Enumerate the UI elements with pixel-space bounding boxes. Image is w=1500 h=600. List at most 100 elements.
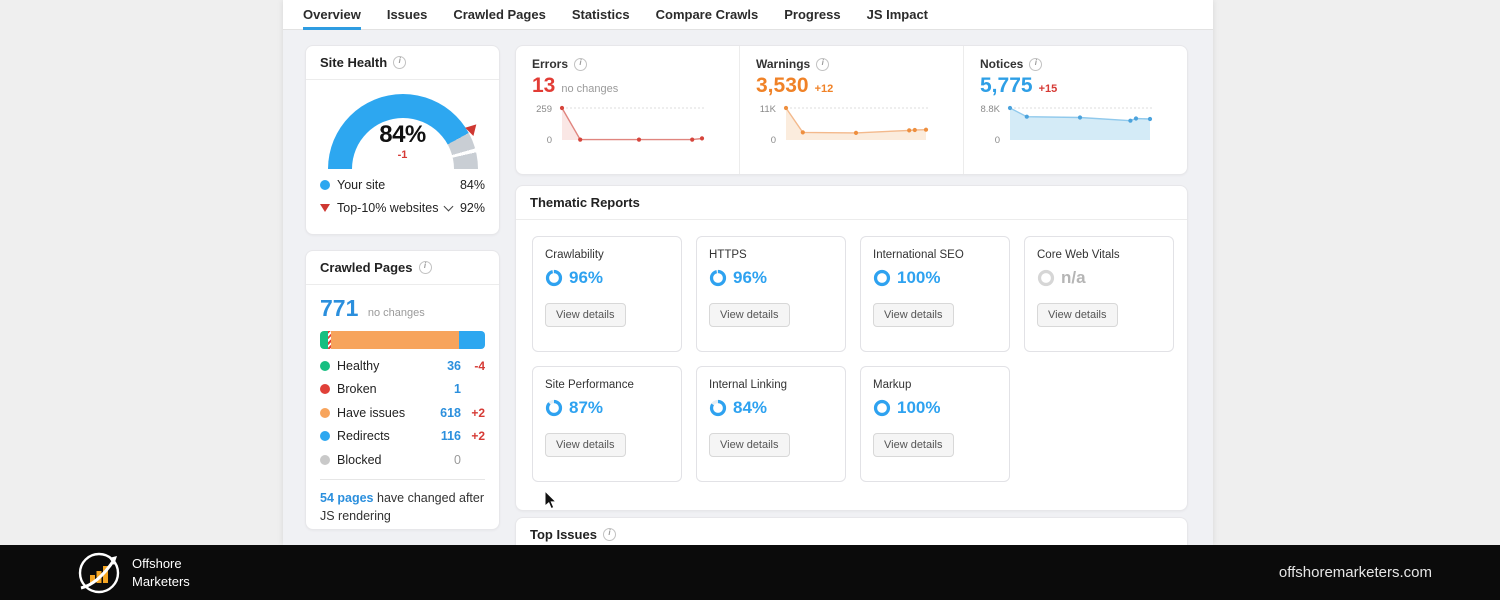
view-details-button[interactable]: View details bbox=[709, 303, 790, 327]
tab-bar: Overview Issues Crawled Pages Statistics Com… bbox=[283, 0, 1213, 30]
axis-max-label: 8.8K bbox=[980, 104, 1000, 115]
metric-delta: no changes bbox=[561, 83, 619, 95]
top-issues-panel: Top Issues bbox=[515, 517, 1188, 545]
view-details-button[interactable]: View details bbox=[545, 303, 626, 327]
thematic-card-title: Crawlability bbox=[545, 249, 604, 261]
sparkline-axis: 11K 0 bbox=[756, 102, 782, 148]
row-value: 116 bbox=[440, 429, 461, 443]
crawled-total: 771 bbox=[320, 295, 359, 321]
crawled-stacked-bar bbox=[320, 331, 485, 349]
info-icon[interactable] bbox=[574, 57, 588, 71]
info-icon[interactable] bbox=[602, 528, 616, 541]
site-health-score: 84% bbox=[379, 121, 426, 148]
thematic-card-title: Site Performance bbox=[545, 379, 634, 391]
thematic-card-internal-linking: Internal Linking 84% View details bbox=[696, 366, 846, 482]
row-value: 36 bbox=[447, 358, 461, 373]
thematic-card-value: 87% bbox=[569, 398, 604, 417]
axis-max-label: 259 bbox=[536, 104, 552, 115]
offshore-marketers-logo-icon bbox=[78, 552, 120, 593]
info-icon[interactable] bbox=[418, 261, 432, 274]
thematic-card-value: 100% bbox=[897, 268, 941, 287]
site-health-gauge: 84% -1 bbox=[327, 94, 478, 169]
legend-row-your-site: Your site 84% bbox=[306, 178, 499, 192]
top-issues-title: Top Issues bbox=[530, 527, 597, 542]
progress-ring-icon bbox=[709, 399, 727, 417]
progress-ring-icon bbox=[873, 399, 891, 417]
sparkline-errors bbox=[559, 105, 706, 142]
axis-min-label: 0 bbox=[546, 135, 552, 146]
thematic-card-title: International SEO bbox=[873, 249, 964, 261]
tab-compare-crawls[interactable]: Compare Crawls bbox=[655, 6, 759, 22]
status-dot-icon bbox=[320, 431, 330, 441]
view-details-button[interactable]: View details bbox=[1037, 303, 1118, 327]
site-health-legend: Your site 84% Top-10% websites 92% bbox=[306, 178, 499, 215]
crawled-row-healthy: Healthy 36 -4 bbox=[320, 359, 485, 373]
progress-ring-icon bbox=[709, 269, 727, 287]
axis-min-label: 0 bbox=[770, 135, 776, 146]
crawled-row-broken: Broken 1 bbox=[320, 382, 485, 396]
thematic-card-value: 100% bbox=[897, 398, 941, 417]
bar-segment-healthy bbox=[320, 331, 329, 349]
metric-notices: Notices 5,775 +15 8.8K 0 bbox=[964, 46, 1187, 174]
site-health-header: Site Health bbox=[306, 46, 499, 80]
view-details-button[interactable]: View details bbox=[873, 303, 954, 327]
site-audit-app: Overview Issues Crawled Pages Statistics Com… bbox=[283, 0, 1213, 545]
status-dot-icon bbox=[320, 407, 330, 418]
info-icon[interactable] bbox=[393, 56, 407, 69]
metric-title: Warnings bbox=[756, 57, 811, 71]
thematic-reports-title: Thematic Reports bbox=[530, 195, 640, 210]
view-details-button[interactable]: View details bbox=[545, 433, 626, 457]
thematic-card-title: Internal Linking bbox=[709, 379, 787, 391]
row-delta: +2 bbox=[471, 405, 485, 420]
tab-crawled-pages[interactable]: Crawled Pages bbox=[453, 6, 546, 22]
thematic-card-title: HTTPS bbox=[709, 249, 747, 261]
changed-pages-link[interactable]: 54 pages bbox=[320, 490, 374, 505]
site-health-delta: -1 bbox=[397, 149, 408, 161]
tab-js-impact[interactable]: JS Impact bbox=[866, 6, 929, 22]
crawled-change-note: no changes bbox=[367, 307, 425, 319]
info-icon[interactable] bbox=[1029, 57, 1043, 71]
metric-delta: +15 bbox=[1038, 83, 1058, 95]
row-value: 0 bbox=[454, 452, 461, 467]
mouse-cursor-icon bbox=[544, 490, 558, 510]
thematic-card-international-seo: International SEO 100% View details bbox=[860, 236, 1010, 352]
tab-overview[interactable]: Overview bbox=[303, 0, 361, 30]
thematic-card-value: 96% bbox=[733, 268, 768, 287]
metric-errors: Errors 13 no changes 259 0 bbox=[516, 46, 740, 174]
view-details-button[interactable]: View details bbox=[873, 433, 954, 457]
site-health-title: Site Health bbox=[320, 55, 388, 70]
sparkline-axis: 259 0 bbox=[532, 102, 558, 148]
metric-title: Notices bbox=[980, 57, 1024, 71]
video-footer: Offshore Marketers offshoremarketers.com bbox=[0, 545, 1500, 600]
status-dot-icon bbox=[320, 384, 330, 394]
row-value: 1 bbox=[454, 382, 461, 396]
thematic-card-https: HTTPS 96% View details bbox=[696, 236, 846, 352]
sparkline-warnings bbox=[783, 105, 930, 140]
brand-logo: Offshore Marketers bbox=[76, 550, 190, 596]
metric-warnings: Warnings 3,530 +12 11K 0 bbox=[740, 46, 964, 174]
tab-statistics[interactable]: Statistics bbox=[571, 6, 630, 22]
axis-min-label: 0 bbox=[994, 135, 1000, 146]
sparkline-axis: 8.8K 0 bbox=[980, 102, 1006, 148]
thematic-reports-grid: Crawlability 96% View details HTTPS 96% View … bbox=[516, 220, 1187, 498]
tri-red-icon bbox=[320, 204, 330, 212]
brand-line1: Offshore bbox=[132, 555, 182, 571]
view-details-button[interactable]: View details bbox=[709, 433, 790, 457]
chevron-down-icon[interactable] bbox=[444, 201, 454, 212]
metric-delta: +12 bbox=[814, 83, 834, 95]
js-rendering-note: 54 pages have changed after JS rendering bbox=[320, 490, 485, 523]
progress-ring-icon bbox=[545, 269, 563, 287]
bar-segment-redirects bbox=[459, 331, 485, 349]
crawled-pages-title: Crawled Pages bbox=[320, 260, 413, 275]
thematic-card-value: 96% bbox=[569, 268, 604, 287]
bar-segment-broken bbox=[328, 331, 332, 349]
tab-progress[interactable]: Progress bbox=[784, 6, 841, 22]
sparkline-notices bbox=[1007, 105, 1154, 140]
info-icon[interactable] bbox=[816, 57, 830, 71]
divider bbox=[320, 478, 485, 480]
crawled-row-blocked: Blocked 0 bbox=[320, 453, 485, 467]
tab-issues[interactable]: Issues bbox=[386, 6, 428, 22]
status-dot-icon bbox=[320, 360, 330, 371]
